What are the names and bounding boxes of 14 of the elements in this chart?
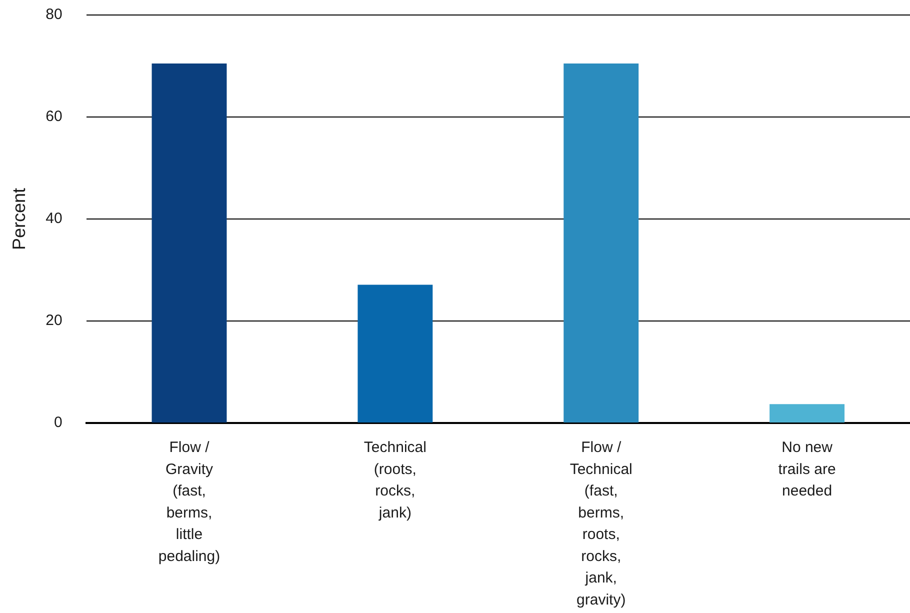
bar — [564, 63, 639, 422]
x-tick-label: No new trails are needed — [778, 439, 836, 500]
bar — [770, 404, 845, 422]
y-tick-label: 60 — [46, 108, 62, 126]
y-axis-title: Percent — [8, 188, 29, 250]
x-tick-label: Technical (roots, rocks, jank) — [364, 439, 426, 522]
y-tick-label: 0 — [54, 414, 62, 432]
bar — [358, 284, 433, 422]
y-tick-label: 80 — [46, 6, 62, 24]
y-tick-label: 40 — [46, 210, 62, 228]
y-tick-label: 20 — [46, 312, 62, 330]
x-tick-label: Flow / Technical (fast, berms, roots, rocks, jank, gravity) — [570, 439, 632, 608]
bar — [152, 63, 227, 422]
x-tick-label: Flow / Gravity (fast, berms, little pedaling) — [158, 439, 220, 565]
